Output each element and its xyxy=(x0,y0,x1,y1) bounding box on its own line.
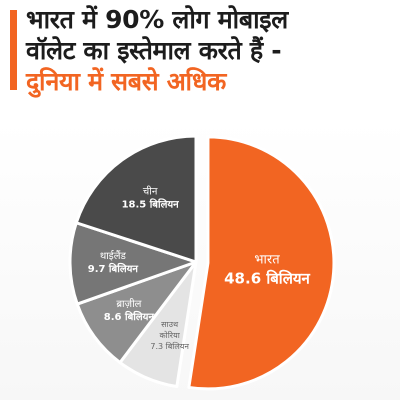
label-india-value: 48.6 बिलियन xyxy=(224,269,310,287)
slice-thailand xyxy=(68,221,198,306)
label-india-country: भारत xyxy=(254,252,280,267)
slice-india xyxy=(187,135,336,391)
label-brazil-value: 8.6 बिलियन xyxy=(104,310,155,323)
label-brazil-country: ब्राज़ील xyxy=(116,298,141,310)
headline-line-3: दुनिया में सबसे अधिक xyxy=(26,67,226,96)
label-korea-value: 7.3 बिलियन xyxy=(150,341,189,351)
pie-slices xyxy=(68,134,336,391)
pie-labels: भारत 48.6 बिलियन साउथकोरिया7.3 बिलियन ब्राज… xyxy=(88,186,311,352)
label-china-value: 18.5 बिलियन xyxy=(122,198,180,211)
accent-bar xyxy=(10,10,17,90)
headline-line-2: वॉलेट का इस्तेमाल करते हैं - xyxy=(26,36,282,65)
label-china-country: चीन xyxy=(143,186,158,198)
label-thailand-value: 9.7 बिलियन xyxy=(88,262,139,275)
label-korea-country-2: कोरिया xyxy=(160,330,181,340)
headline-line-1: भारत में 90% लोग मोबाइल xyxy=(26,5,288,34)
headline: भारत में 90% लोग मोबाइल वॉलेट का इस्तेमा… xyxy=(26,4,396,97)
slice-china xyxy=(74,134,198,264)
label-thailand-country: थाईलैंड xyxy=(100,250,127,262)
label-korea-country-1: साउथ xyxy=(161,320,179,329)
